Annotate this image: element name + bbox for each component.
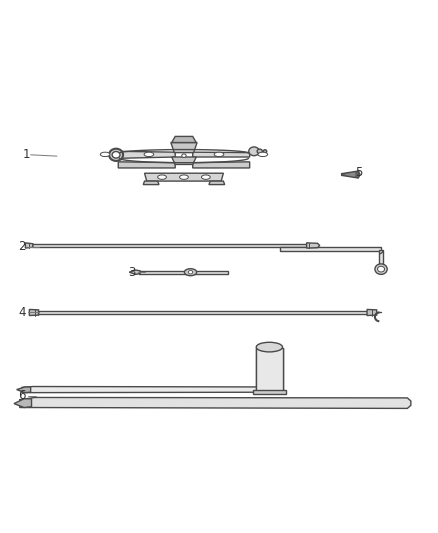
Ellipse shape bbox=[378, 266, 385, 272]
Polygon shape bbox=[209, 181, 225, 184]
Ellipse shape bbox=[100, 152, 110, 157]
Polygon shape bbox=[193, 152, 250, 157]
Ellipse shape bbox=[182, 154, 186, 157]
Ellipse shape bbox=[263, 150, 267, 153]
Polygon shape bbox=[17, 387, 31, 393]
Polygon shape bbox=[139, 271, 228, 273]
Ellipse shape bbox=[257, 149, 262, 154]
Ellipse shape bbox=[144, 152, 154, 157]
Ellipse shape bbox=[184, 269, 197, 276]
Text: 4: 4 bbox=[18, 306, 26, 319]
Polygon shape bbox=[25, 243, 33, 248]
Polygon shape bbox=[29, 310, 39, 316]
Ellipse shape bbox=[375, 264, 387, 274]
Ellipse shape bbox=[180, 175, 188, 179]
Text: 6: 6 bbox=[18, 389, 26, 402]
Polygon shape bbox=[14, 399, 32, 408]
Polygon shape bbox=[32, 244, 307, 247]
Ellipse shape bbox=[201, 175, 210, 179]
Polygon shape bbox=[342, 171, 360, 178]
Polygon shape bbox=[145, 173, 223, 181]
Polygon shape bbox=[367, 310, 377, 316]
Polygon shape bbox=[143, 181, 159, 184]
Polygon shape bbox=[253, 391, 286, 394]
Polygon shape bbox=[379, 251, 383, 266]
Text: 5: 5 bbox=[356, 166, 363, 179]
Ellipse shape bbox=[109, 149, 123, 161]
Ellipse shape bbox=[258, 152, 268, 157]
Text: 3: 3 bbox=[128, 265, 135, 279]
Ellipse shape bbox=[188, 270, 193, 274]
Text: 2: 2 bbox=[18, 240, 26, 253]
Ellipse shape bbox=[112, 151, 120, 158]
Polygon shape bbox=[193, 162, 250, 168]
Polygon shape bbox=[38, 311, 368, 314]
Polygon shape bbox=[345, 172, 356, 177]
Polygon shape bbox=[20, 398, 411, 408]
Ellipse shape bbox=[158, 175, 166, 179]
Ellipse shape bbox=[214, 152, 224, 157]
Polygon shape bbox=[172, 136, 196, 142]
Polygon shape bbox=[129, 270, 140, 274]
Ellipse shape bbox=[256, 342, 283, 352]
Polygon shape bbox=[22, 386, 272, 393]
Polygon shape bbox=[118, 162, 175, 168]
Polygon shape bbox=[256, 348, 283, 392]
Polygon shape bbox=[171, 142, 197, 152]
Polygon shape bbox=[280, 247, 381, 251]
Polygon shape bbox=[307, 243, 320, 248]
Polygon shape bbox=[118, 151, 175, 158]
Text: 1: 1 bbox=[22, 148, 30, 161]
Polygon shape bbox=[172, 157, 196, 165]
Ellipse shape bbox=[249, 147, 259, 156]
